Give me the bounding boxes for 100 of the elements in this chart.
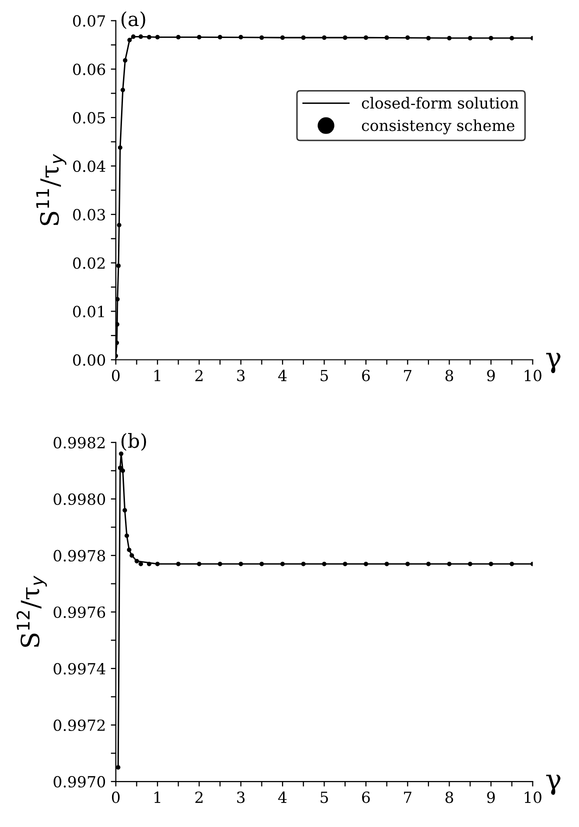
point — [131, 34, 136, 39]
y-tick-label: 0.05 — [73, 112, 105, 124]
x-axis-title: γ — [546, 352, 560, 374]
x-tick-label: 1 — [154, 370, 160, 382]
point — [468, 36, 472, 40]
legend-label: closed-form solution — [362, 96, 519, 109]
x-tick-label: 3 — [237, 370, 245, 382]
point — [426, 36, 431, 40]
point — [118, 452, 124, 456]
x-tick-label: 3 — [237, 792, 245, 804]
point — [301, 562, 306, 566]
x-tick-label: 6 — [362, 792, 370, 804]
point — [405, 562, 410, 566]
y-tick-label: 0.9982 — [54, 436, 105, 448]
y-tick-label: 0.00 — [73, 354, 106, 366]
point — [322, 562, 326, 566]
point — [116, 322, 120, 327]
x-tick-label: 6 — [362, 370, 370, 382]
point — [127, 38, 132, 42]
y-tick-label: 0.9972 — [54, 719, 105, 732]
point — [116, 765, 120, 770]
point — [124, 533, 130, 538]
y-tick-label: 0.9970 — [54, 776, 106, 788]
point — [218, 34, 222, 40]
point — [176, 562, 181, 566]
point — [176, 34, 181, 40]
y-tick-label: 0.02 — [73, 257, 105, 269]
point — [134, 558, 140, 564]
y-tick-label: 0.9980 — [54, 493, 106, 505]
point — [447, 36, 452, 40]
point — [488, 562, 494, 566]
y-tick-label: 0.03 — [73, 208, 105, 220]
x-tick-label: 8 — [445, 792, 454, 804]
y-axis-title: S$^{12}$/τ$_{y}$ — [16, 576, 47, 647]
x-tick-label: 7 — [404, 370, 412, 382]
x-tick-label: 5 — [320, 792, 328, 804]
legend-label: consistency scheme — [362, 119, 514, 134]
point — [116, 264, 121, 268]
point — [138, 34, 144, 39]
x-tick-label: 4 — [278, 792, 287, 803]
point — [138, 562, 144, 566]
point — [116, 222, 122, 228]
y-tick-label: 0.01 — [73, 306, 104, 318]
point — [384, 562, 390, 566]
point — [259, 35, 264, 40]
x-tick-label: 8 — [445, 370, 454, 382]
x-tick-label: 0 — [112, 370, 120, 382]
annotation: (a) — [122, 11, 146, 30]
y-tick-label: 0.9978 — [54, 550, 106, 562]
x-tick-label: 0 — [112, 792, 120, 804]
point — [405, 35, 410, 40]
y-tick-label: 0.04 — [73, 160, 106, 172]
annotation: (b) — [122, 433, 146, 451]
point — [342, 35, 348, 40]
point — [280, 35, 285, 40]
point — [259, 562, 264, 566]
point — [238, 34, 244, 40]
point — [510, 36, 514, 40]
x-tick-label: 5 — [320, 370, 328, 382]
y-tick-label: 0.07 — [73, 15, 105, 27]
point — [384, 35, 390, 40]
x-tick-label: 9 — [487, 792, 495, 804]
point — [155, 34, 160, 40]
y-tick-label: 0.9976 — [54, 606, 106, 618]
point — [301, 35, 306, 40]
x-tick-label: 10 — [524, 792, 542, 804]
point — [118, 466, 122, 470]
point — [280, 562, 285, 566]
x-tick-label: 10 — [524, 370, 542, 382]
point — [116, 340, 120, 346]
point — [342, 562, 348, 566]
point — [488, 36, 494, 40]
point — [510, 562, 514, 566]
x-axis-title: γ — [546, 774, 560, 795]
point — [146, 562, 152, 566]
point — [155, 562, 160, 566]
x-tick-label: 2 — [195, 792, 203, 803]
point — [146, 34, 152, 40]
point — [122, 58, 128, 63]
point — [122, 508, 128, 513]
point — [196, 562, 202, 566]
point — [468, 562, 472, 566]
point — [120, 88, 126, 92]
point — [426, 562, 431, 566]
point — [447, 562, 452, 566]
y-tick-label: 0.06 — [73, 64, 106, 76]
x-tick-label: 1 — [154, 792, 160, 803]
point — [126, 548, 132, 552]
point — [238, 562, 244, 566]
point — [130, 553, 134, 558]
x-tick-label: 9 — [487, 370, 495, 382]
y-axis-title: S$^{11}$/τ$_{y}$ — [36, 154, 66, 226]
point — [218, 562, 222, 566]
point — [116, 296, 120, 302]
x-tick-label: 7 — [404, 792, 412, 803]
x-tick-label: 4 — [278, 370, 287, 382]
point — [118, 145, 122, 150]
point — [196, 34, 202, 40]
x-tick-label: 2 — [195, 370, 203, 382]
point — [120, 468, 126, 473]
